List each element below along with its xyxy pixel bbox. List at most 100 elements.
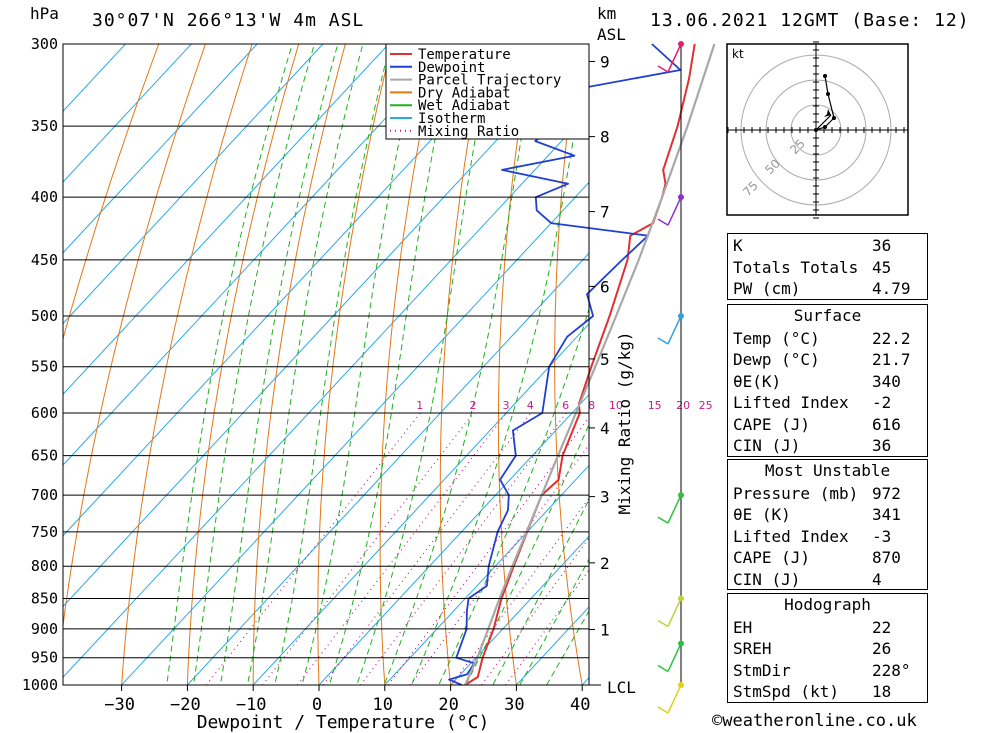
wet-adiabat-line <box>383 44 538 685</box>
wind-barb-flag <box>657 516 669 524</box>
mixing-ratio-line <box>387 416 589 685</box>
most-unstable-key: CIN (J) <box>733 569 801 589</box>
surface-title: Surface <box>793 306 862 325</box>
mixing-ratio-line <box>505 568 589 685</box>
series-line-dewpoint <box>448 43 682 686</box>
wind-barb-staff <box>667 643 682 672</box>
pressure-tick-label: 500 <box>31 307 58 325</box>
surface-key: Dewp (°C) <box>733 350 820 369</box>
hodograph-value: 228° <box>872 660 911 680</box>
pressure-tick-label: 400 <box>31 188 58 206</box>
indices-table: K 36 Totals Totals 45 PW (cm) 4.79 <box>727 233 928 300</box>
x-axis-label: Dewpoint / Temperature (°C) <box>197 712 490 733</box>
totals-value: 45 <box>872 257 892 277</box>
wet-adiabat-line <box>438 307 589 685</box>
isotherm-line <box>63 44 390 395</box>
temperature-tick-label: 40 <box>570 695 590 715</box>
pw-row: PW (cm) 4.79 <box>728 277 927 299</box>
mixing-ratio-line <box>322 412 532 685</box>
isotherm-line <box>120 181 589 685</box>
surface-key: Temp (°C) <box>733 328 820 348</box>
height-tick-label: 3 <box>600 488 610 507</box>
hodograph-value: 22 <box>872 617 892 637</box>
mixing-ratio-label: 4 <box>527 399 534 412</box>
k-index-row: K 36 <box>728 234 927 256</box>
surface-value: 36 <box>872 436 892 455</box>
wet-adiabat-line <box>166 44 293 685</box>
pressure-tick-label: 650 <box>31 447 58 465</box>
isotherm-line <box>63 44 193 183</box>
legend-entry: Dewpoint <box>418 60 485 76</box>
pressure-tick-label: 850 <box>31 589 58 607</box>
pressure-tick-label: 800 <box>31 557 58 575</box>
mixing-ratio-label: 25 <box>699 399 713 412</box>
wet-adiabat-line <box>410 44 589 685</box>
most-unstable-value: 870 <box>872 548 901 567</box>
most-unstable-row: CAPE (J) 870 <box>728 546 927 568</box>
pressure-tick-label: 600 <box>31 404 58 422</box>
isotherm-line <box>384 464 589 685</box>
isotherm-line <box>63 44 324 325</box>
hodograph-row: SREH 26 <box>728 637 927 659</box>
wet-adiabat-line <box>246 44 364 685</box>
mixing-ratio-label: 3 <box>502 399 509 412</box>
pw-value: 4.79 <box>872 279 911 298</box>
dry-adiabat-line <box>439 44 486 685</box>
pressure-tick-label: 550 <box>31 358 58 376</box>
most-unstable-value: 4 <box>872 569 882 589</box>
pressure-tick-label: 700 <box>31 486 58 504</box>
surface-row: CAPE (J) 616 <box>728 413 927 435</box>
hodograph-point <box>832 116 836 120</box>
surface-value: 21.7 <box>872 350 911 369</box>
wind-barb-staff <box>667 684 682 714</box>
height-unit-label: km <box>597 4 617 23</box>
height-tick-label: 7 <box>600 203 610 222</box>
hodograph-row: StmDir 228° <box>728 659 927 681</box>
temperature-tick-label: −10 <box>236 695 267 715</box>
hodograph-row: StmSpd (kt) 18 <box>728 680 927 702</box>
height-tick-label: 6 <box>600 277 610 296</box>
temperature-tick-label: 20 <box>438 695 458 715</box>
most-unstable-title: Most Unstable <box>764 461 891 480</box>
pressure-tick-label: 450 <box>31 251 58 269</box>
pressure-tick-label: 300 <box>31 35 58 53</box>
most-unstable-key: CAPE (J) <box>733 548 811 567</box>
wet-adiabat-line <box>274 44 391 685</box>
pressure-tick-label: 900 <box>31 620 58 638</box>
isotherm-line <box>63 44 456 466</box>
hodograph-point <box>826 92 830 96</box>
most-unstable-row: CIN (J) 4 <box>728 568 927 590</box>
pressure-tick-label: 950 <box>31 649 58 667</box>
pressure-unit-label: hPa <box>30 4 59 23</box>
mixing-ratio-label: 20 <box>676 399 690 412</box>
totals-key: Totals Totals <box>733 257 859 277</box>
wind-barb-staff <box>667 494 682 524</box>
k-index-key: K <box>733 236 743 255</box>
hodograph-key: EH <box>733 617 753 637</box>
most-unstable-value: 341 <box>872 505 901 524</box>
surface-value: 616 <box>872 414 901 434</box>
dry-adiabat-line <box>662 26 720 711</box>
hodograph-value: 18 <box>872 682 892 701</box>
dry-adiabat-line <box>63 44 206 629</box>
legend-entry: Temperature <box>418 47 511 63</box>
dry-adiabat-line <box>951 26 1000 711</box>
hodograph-row: EH 22 <box>728 616 927 638</box>
hodograph-title: Hodograph <box>784 595 871 614</box>
surface-row: Dewp (°C) 21.7 <box>728 348 927 370</box>
wind-barb-flag <box>657 337 669 345</box>
surface-key: CAPE (J) <box>733 414 811 434</box>
lcl-label: LCL <box>607 678 636 697</box>
wind-barb-staff <box>667 598 682 627</box>
wet-adiabat-line <box>301 44 421 685</box>
wet-adiabat-line <box>356 44 494 685</box>
pressure-tick-label: 750 <box>31 523 58 541</box>
wind-barb-flag <box>657 65 669 73</box>
surface-row: Temp (°C) 22.2 <box>728 327 927 349</box>
dry-adiabat-line <box>63 44 160 341</box>
mixing-ratio-line <box>296 412 507 685</box>
wind-barb-flag <box>657 619 669 628</box>
copyright-link[interactable]: ©weatheronline.co.uk <box>712 711 917 731</box>
isotherm-line <box>63 44 127 112</box>
most-unstable-table: Most Unstable Pressure (mb) 972 θE (K) 341… <box>727 459 928 590</box>
